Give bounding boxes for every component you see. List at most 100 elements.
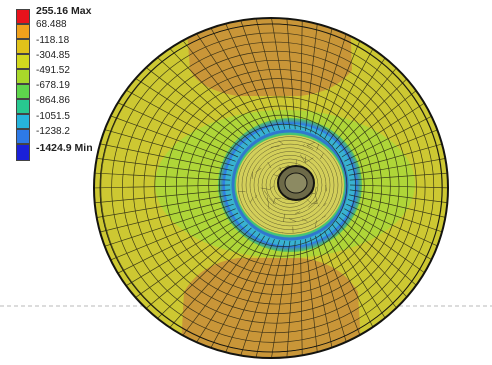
mesh-spoke [114, 101, 239, 158]
mesh-spoke [310, 25, 333, 133]
legend-swatch-4 [16, 54, 30, 69]
mesh-spoke [328, 227, 387, 321]
mesh-spoke [180, 37, 261, 137]
mesh-spoke [143, 224, 248, 311]
mesh-spoke [335, 220, 410, 300]
legend-label-2: 68.488 [36, 19, 67, 30]
mesh-spoke [349, 184, 448, 189]
legend-swatch-1 [16, 9, 30, 24]
disk-inner-rim [99, 23, 443, 353]
coarse-mesh-lines [94, 18, 448, 358]
mesh-spoke [300, 240, 303, 358]
mesh-spoke [123, 88, 242, 154]
mesh-spoke [107, 208, 236, 262]
mesh-spoke [300, 18, 303, 130]
mesh-spoke [97, 142, 233, 171]
mesh-spoke [315, 235, 348, 345]
mesh-spoke [94, 184, 231, 189]
mesh-spoke [315, 31, 348, 135]
mesh-spoke [94, 189, 231, 204]
mesh-spoke [132, 220, 245, 300]
mesh-spoke [270, 240, 291, 358]
legend-min-suffix: Min [74, 142, 93, 154]
fine-mesh-edge [306, 141, 316, 146]
mesh-spoke [94, 194, 231, 219]
fine-mesh-edge [269, 197, 276, 205]
mesh-spoke [101, 203, 234, 248]
legend-swatch-8 [16, 114, 30, 129]
mesh-spoke [97, 199, 233, 234]
fine-mesh-edge [267, 196, 269, 201]
fine-mesh-edge [323, 202, 327, 207]
mesh-spoke [167, 230, 256, 330]
mesh-spoke [209, 237, 270, 351]
mesh-spoke [324, 46, 375, 140]
fine-mesh-ring [237, 136, 343, 234]
mesh-spoke [347, 199, 445, 234]
fine-mesh-edge [306, 145, 314, 149]
mesh-spoke [332, 65, 399, 146]
mesh-spoke [305, 20, 318, 131]
legend-swatch-5 [16, 69, 30, 84]
legend-label-7: -864.86 [36, 95, 70, 106]
mesh-spoke [349, 189, 448, 204]
mesh-spoke [324, 230, 375, 330]
mesh-spoke [224, 20, 275, 132]
mesh-spoke [270, 18, 291, 130]
mesh-spoke [114, 212, 239, 275]
mesh-spoke [346, 203, 441, 248]
fine-mesh-edge [278, 166, 281, 169]
mesh-spoke [328, 55, 387, 143]
mesh-spoke [180, 233, 261, 339]
fine-mesh-edge [278, 140, 284, 145]
fine-mesh-ring [253, 151, 327, 219]
fine-mesh-edge [312, 200, 317, 204]
mesh-spoke [155, 227, 252, 321]
mesh-spoke [338, 88, 419, 154]
mesh-spoke [319, 38, 362, 137]
mesh-spoke [319, 233, 362, 338]
mesh-spoke [347, 142, 445, 171]
center-hole [284, 172, 308, 194]
mesh-spoke [167, 46, 256, 140]
legend-swatch-6 [16, 84, 30, 99]
mesh-spoke [305, 239, 318, 356]
mesh-spoke [349, 194, 448, 219]
mesh-spoke [132, 76, 245, 150]
fine-mesh-ring [257, 155, 323, 215]
legend-label-4: -304.85 [36, 50, 70, 61]
mesh-spoke [286, 240, 296, 358]
mesh-spoke [286, 18, 296, 130]
fine-mesh-ring [241, 140, 339, 230]
legend-label-5: -491.52 [36, 65, 70, 76]
mesh-spoke [123, 216, 242, 288]
mesh-spoke [341, 212, 428, 275]
fine-mesh-edge [300, 154, 306, 163]
mesh-spoke [239, 18, 280, 130]
mesh-spoke [310, 237, 333, 351]
fine-mesh-edge [272, 198, 276, 204]
fine-mesh-edge [306, 198, 312, 204]
color-legend: 255.16 Max 68.488 -118.18 -304.85 -491.5… [14, 5, 174, 180]
mesh-spoke [155, 55, 252, 143]
mesh-spoke [101, 128, 234, 167]
legend-swatch-3 [16, 39, 30, 54]
fine-mesh-edge [255, 168, 262, 173]
fine-mesh-edge [314, 193, 317, 201]
mesh-spoke [341, 101, 428, 158]
fine-mesh-ring [261, 158, 319, 212]
fine-mesh-edge [267, 200, 270, 210]
mesh-spoke [239, 240, 280, 358]
legend-swatch-10 [16, 144, 30, 161]
mesh-spoke [344, 208, 435, 262]
legend-swatch-9 [16, 129, 30, 144]
fine-mesh-edge [316, 143, 319, 151]
legend-min-value: -1424.9 [36, 142, 72, 154]
mesh-spoke [346, 128, 441, 167]
orange-region-top [186, 18, 352, 96]
mesh-spoke [254, 240, 286, 358]
legend-swatch-7 [16, 99, 30, 114]
fine-mesh-edge [301, 218, 308, 222]
mesh-spoke [94, 172, 231, 181]
